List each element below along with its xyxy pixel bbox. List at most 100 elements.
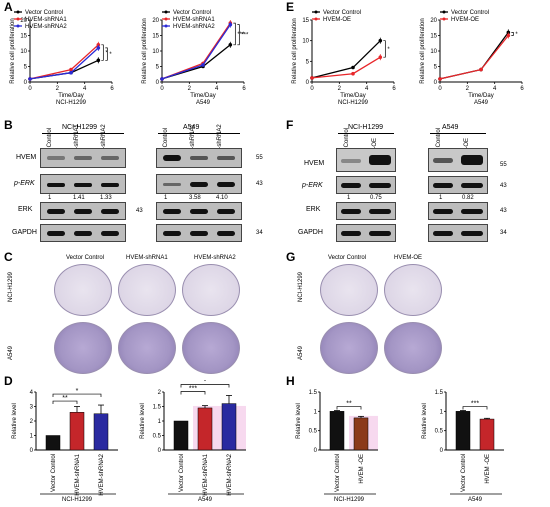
y-tick-label: 1 (30, 434, 34, 440)
y-tick-label: 0 (440, 448, 444, 454)
blot-b-a549-val-3: 4.10 (216, 195, 228, 201)
x-tick-label: 0 (160, 86, 164, 92)
y-tick-label: 0.5 (309, 429, 318, 435)
y-tick-label: 0 (24, 80, 28, 86)
chart-subtitle: NCI-H1299 (338, 100, 369, 106)
x-axis-label: Time/Day (190, 93, 215, 99)
chart-h-nci-h1299: 0 0.5 1 1.5 Relative level Vector Control HVEM… (296, 390, 378, 503)
blot-b-a549-gapdh (156, 224, 242, 242)
series-line (29, 47, 99, 80)
panel-label-h: H (286, 374, 295, 388)
bar (329, 411, 345, 451)
panel-label-b: B (4, 118, 13, 132)
blot-f-mw-55: 55 (500, 162, 507, 168)
data-point (201, 63, 205, 67)
colony-assay-g: Vector Control HVEM-OE NCI-H1299 A549 (286, 252, 550, 374)
x-axis-label: Time/Day (468, 93, 493, 99)
sig-label: * (105, 51, 108, 57)
x-tick-label: 0 (438, 86, 442, 92)
blot-f-a549-perk (428, 176, 488, 194)
y-tick-label: 5 (306, 59, 310, 65)
blot-b-nci-hvem (40, 148, 126, 168)
y-tick-label: 0 (434, 80, 438, 86)
y-tick-label: 2 (158, 390, 162, 396)
y-tick-label: 0 (158, 448, 162, 454)
chart-d-a549: 0 0.5 1 1.5 2 Relative level Vector Control HVE… (140, 380, 246, 503)
blot-b-a549-hvem (156, 148, 242, 168)
dish-a549-vc (54, 322, 112, 374)
blot-b-a549-perk (156, 174, 242, 194)
bar (173, 420, 189, 451)
x-category-label: Vector Control (461, 454, 467, 492)
y-axis-label: Relative cell proliferation (10, 18, 16, 83)
sig-bracket (462, 406, 488, 410)
blot-b-nci-val-1: 1 (48, 195, 52, 201)
blot-f-nci-val-1: 1 (347, 195, 351, 201)
blot-b-mw-34: 34 (256, 230, 263, 236)
dish-g-nci-vc (320, 264, 378, 316)
colony-c-header-vc: Vector Control (66, 255, 105, 261)
sig-bracket (233, 22, 236, 46)
blot-b-a549-erk (156, 202, 242, 220)
legend-label: Vector Control (451, 10, 489, 16)
y-tick-label: 10 (302, 39, 309, 45)
x-tick-label: 6 (520, 86, 524, 92)
sig-label: *** (471, 401, 479, 408)
x-axis-label: Time/Day (58, 93, 83, 99)
blot-f-a549-erk (428, 202, 488, 220)
blot-b-nci-underline (42, 133, 124, 134)
series-line (439, 32, 509, 80)
y-tick-label: 15 (20, 34, 27, 40)
sig-label: *** (189, 385, 197, 392)
y-tick-label: 0 (306, 80, 310, 86)
legend-label: HVEM-OE (451, 17, 479, 23)
y-tick-label: 1 (440, 409, 444, 415)
y-tick-label: 5 (434, 65, 438, 71)
legend-label: HVEM-OE (323, 17, 351, 23)
bar (221, 403, 237, 451)
legend-label: Vector Control (25, 10, 63, 16)
legend-marker (16, 17, 20, 21)
dish-g-a549-oe (384, 322, 442, 374)
dish-nci-sh2 (182, 264, 240, 316)
sig-label: * (515, 32, 518, 38)
x-tick-label: 2 (338, 86, 342, 92)
sig-label: ** (62, 395, 68, 402)
blot-b-a549-title: A549 (183, 124, 200, 131)
colony-g-row-a549: A549 (298, 346, 305, 360)
y-tick-label: 10 (430, 49, 437, 55)
row-a549-label: A549 (8, 345, 14, 360)
legend-label: HVEM-shRNA2 (173, 24, 215, 30)
panel-label-e: E (286, 0, 295, 14)
y-tick-label: 20 (430, 18, 437, 24)
sig-bracket (180, 384, 230, 388)
y-tick-label: 1.5 (153, 405, 162, 411)
chart-d-nci-h1299: 0 1 2 3 4 Relative level Vector Control HVEM-sh… (12, 388, 118, 503)
data-point (69, 67, 73, 72)
blot-b-a549-val-1: 1 (164, 195, 168, 201)
sig-bracket (511, 32, 514, 36)
sig-bracket (237, 24, 240, 46)
blot-f-nci-val-2: 0.75 (370, 195, 382, 201)
data-point (160, 77, 164, 81)
chart-subtitle: A549 (198, 497, 213, 503)
sig-label: * (204, 380, 207, 385)
blot-b-nci-erk (40, 202, 126, 220)
sig-label: * (387, 47, 390, 53)
y-tick-label: 4 (30, 390, 34, 396)
legend-label: HVEM-shRNA2 (25, 24, 67, 30)
chart-subtitle: NCI-H1299 (62, 497, 93, 503)
sig-bracket (101, 44, 104, 61)
panel-label-g: G (286, 250, 296, 264)
colony-c-header-sh1: HVEM-shRNA1 (126, 255, 168, 261)
sig-label: ** (346, 401, 352, 408)
y-tick-label: 15 (152, 34, 159, 40)
colony-g-header-vc: Vector Control (328, 255, 367, 261)
sig-label: *** (241, 33, 249, 39)
blot-f-a549-gapdh (428, 224, 488, 242)
blot-f-mw-34: 34 (500, 230, 507, 236)
chart-h-a549: 0 0.5 1 1.5 Relative level Vector Control HVEM… (422, 390, 504, 503)
legend-marker (16, 10, 20, 14)
